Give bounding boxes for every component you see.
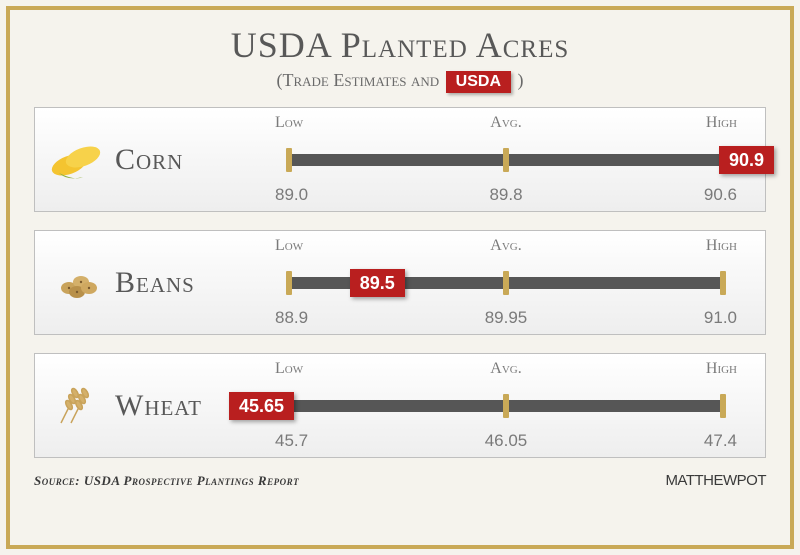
labels-top: Low Avg. High [275,237,737,255]
value-avg: 89.95 [471,308,541,328]
label-low: Low [275,114,345,132]
crop-label: Beans [35,231,275,334]
value-low: 88.9 [275,308,345,328]
crop-row-wheat: Wheat Low Avg. High 45.65 45.7 46.05 47.… [34,353,766,458]
value-high: 90.6 [667,185,737,205]
tick-low [286,271,292,295]
range-area: Low Avg. High 45.65 45.7 46.05 47.4 [275,354,737,457]
crop-row-corn: Corn Low Avg. High 90.9 89.0 89.8 90.6 [34,107,766,212]
value-low: 45.7 [275,431,345,451]
label-low: Low [275,360,345,378]
brand: MATTHEWPOT [665,472,766,489]
chart-frame: USDA Planted Acres (Trade Estimates and … [6,6,794,549]
usda-badge: USDA [446,71,511,93]
labels-top: Low Avg. High [275,360,737,378]
label-high: High [667,114,737,132]
tick-avg [503,394,509,418]
labels-bottom: 88.9 89.95 91.0 [275,308,737,328]
range-area: Low Avg. High 90.9 89.0 89.8 90.6 [275,108,737,211]
label-high: High [667,360,737,378]
crop-name: Corn [115,143,183,177]
beans-icon [49,258,107,308]
label-avg: Avg. [471,237,541,255]
label-low: Low [275,237,345,255]
range-bar [289,154,723,166]
subtitle: (Trade Estimates and USDA ) [34,70,766,93]
label-avg: Avg. [471,360,541,378]
brand-bold: MATTHEW [665,472,736,489]
labels-top: Low Avg. High [275,114,737,132]
source-text: Source: USDA Prospective Plantings Repor… [34,473,299,489]
value-avg: 89.8 [471,185,541,205]
usda-value-badge: 45.65 [229,392,294,420]
label-high: High [667,237,737,255]
tick-high [720,271,726,295]
value-avg: 46.05 [471,431,541,451]
brand-thin: POT [737,472,766,489]
page-title: USDA Planted Acres [34,24,766,66]
tick-high [720,394,726,418]
range-bar [289,400,723,412]
crop-row-beans: Beans Low Avg. High 89.5 88.9 89.95 91.0 [34,230,766,335]
value-high: 91.0 [667,308,737,328]
labels-bottom: 89.0 89.8 90.6 [275,185,737,205]
label-avg: Avg. [471,114,541,132]
subtitle-post: ) [518,70,524,90]
value-high: 47.4 [667,431,737,451]
crop-name: Beans [115,266,195,300]
subtitle-pre: (Trade Estimates and [277,70,440,90]
range-area: Low Avg. High 89.5 88.9 89.95 91.0 [275,231,737,334]
tick-low [286,148,292,172]
tick-avg [503,271,509,295]
usda-value-badge: 89.5 [350,269,405,297]
value-low: 89.0 [275,185,345,205]
usda-value-badge: 90.9 [719,146,774,174]
footer: Source: USDA Prospective Plantings Repor… [34,472,766,489]
corn-icon [49,135,107,185]
crop-label: Corn [35,108,275,211]
tick-avg [503,148,509,172]
labels-bottom: 45.7 46.05 47.4 [275,431,737,451]
crop-name: Wheat [115,389,202,423]
wheat-icon [49,381,107,431]
